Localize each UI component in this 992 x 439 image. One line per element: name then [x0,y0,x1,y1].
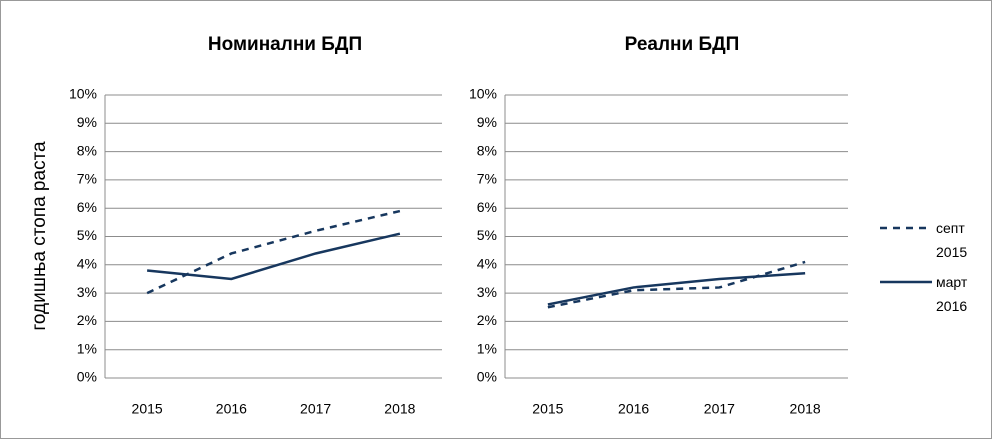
legend-label: септ 2015 [936,220,968,260]
x-tick-label: 2018 [790,401,821,417]
series-line [547,272,806,306]
x-tick-label: 2018 [384,401,415,417]
y-tick-label: 10% [69,86,97,102]
y-tick-label: 3% [477,284,497,300]
y-tick-label: 6% [477,199,497,215]
y-tick-label: 0% [77,369,97,385]
y-tick-label: 7% [477,171,497,187]
legend-label: март 2016 [936,274,968,314]
y-tick-label: 4% [77,256,97,272]
y-tick-label: 6% [77,199,97,215]
series-line [146,232,401,281]
y-tick-label: 0% [477,369,497,385]
series-line [146,209,401,295]
y-tick-label: 2% [477,312,497,328]
chart-title: Номинални БДП [208,34,362,55]
y-tick-label: 8% [477,142,497,158]
x-tick-label: 2017 [300,401,331,417]
x-tick-label: 2015 [532,401,563,417]
y-tick-label: 1% [77,340,97,356]
y-tick-label: 1% [477,340,497,356]
x-tick-label: 2016 [216,401,247,417]
x-tick-label: 2017 [704,401,735,417]
y-tick-label: 4% [477,256,497,272]
y-tick-label: 8% [77,142,97,158]
series-line [547,260,806,309]
y-tick-label: 2% [77,312,97,328]
y-axis-label: годишња стопа раста [29,141,50,331]
y-tick-label: 5% [77,227,97,243]
x-tick-label: 2015 [132,401,163,417]
y-tick-label: 10% [469,86,497,102]
y-tick-label: 3% [77,284,97,300]
y-tick-label: 9% [477,114,497,130]
y-tick-label: 5% [477,227,497,243]
chart-title: Реални БДП [625,34,740,55]
y-tick-label: 9% [77,114,97,130]
y-tick-label: 7% [77,171,97,187]
x-tick-label: 2016 [618,401,649,417]
